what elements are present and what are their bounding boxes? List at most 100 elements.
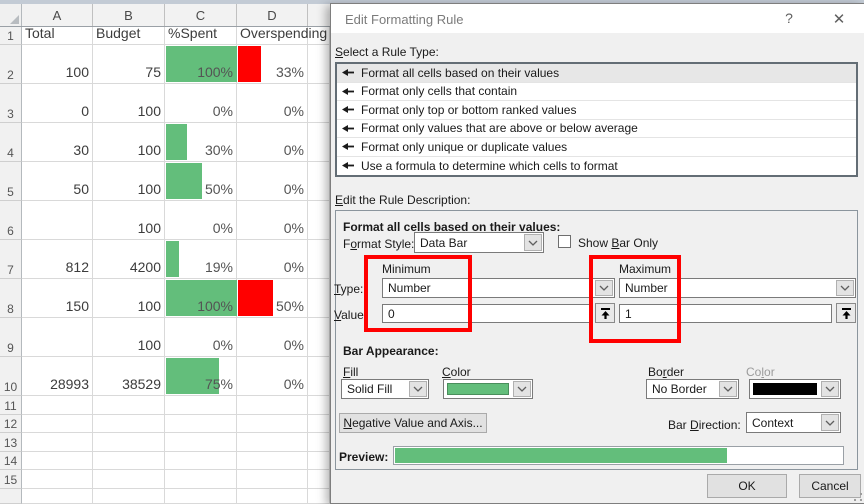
cell-total[interactable]: 812 [22,240,93,279]
cell-a1[interactable]: Total [22,25,93,45]
row-header-14[interactable]: 14 [0,451,22,470]
select-all-corner[interactable] [0,4,22,26]
cell-budget[interactable]: 4200 [93,240,165,279]
cell[interactable] [22,414,93,433]
row-header-1[interactable]: 1 [0,27,22,45]
column-header-b[interactable]: B [93,4,165,26]
border-dropdown[interactable]: No Border [646,379,739,399]
cell-budget[interactable]: 100 [93,201,165,240]
row-header-2[interactable]: 2 [0,45,22,84]
row-header-6[interactable]: 6 [0,201,22,240]
cell[interactable] [237,470,308,489]
cell-e[interactable] [308,84,330,123]
cell[interactable] [165,451,237,470]
cell[interactable] [237,414,308,433]
cell[interactable] [308,470,330,489]
cell-spent[interactable]: 0% [165,318,237,357]
cell-e[interactable] [308,123,330,162]
cell-e[interactable] [308,318,330,357]
row-header-7[interactable]: 7 [0,240,22,279]
cell-total[interactable]: 28993 [22,357,93,396]
cell-total[interactable]: 0 [22,84,93,123]
ok-button[interactable]: OK [707,474,787,498]
column-header-c[interactable]: C [165,4,237,26]
cell-budget[interactable]: 100 [93,318,165,357]
cell-overspending[interactable]: 0% [237,84,308,123]
cell-e[interactable] [308,45,330,84]
row-header-9[interactable]: 9 [0,318,22,357]
show-bar-only-checkbox[interactable] [558,235,571,248]
cell-total[interactable] [22,201,93,240]
cell[interactable] [165,433,237,452]
cell-e[interactable] [308,279,330,318]
column-header-e[interactable] [308,4,330,26]
cell-c1[interactable]: %Spent [165,25,237,45]
fill-color-dropdown[interactable] [443,379,533,399]
cell-total[interactable]: 30 [22,123,93,162]
cell-overspending[interactable]: 50% [237,279,308,318]
max-value-input[interactable]: 1 [619,304,832,323]
cell[interactable] [165,414,237,433]
column-header-d[interactable]: D [237,4,308,26]
row-header-15[interactable]: 15 [0,470,22,489]
row-header-5[interactable]: 5 [0,162,22,201]
cell[interactable] [308,488,330,504]
cell[interactable] [93,488,165,504]
cell-budget[interactable]: 75 [93,45,165,84]
cell-spent[interactable]: 100% [165,279,237,318]
negative-value-axis-button[interactable]: Negative Value and Axis... [339,413,487,433]
cell[interactable] [165,396,237,415]
cell-e1[interactable] [308,27,330,45]
cell[interactable] [237,488,308,504]
rule-type-option[interactable]: Format only unique or duplicate values [337,138,856,157]
min-collapse-dialog-button[interactable] [595,303,615,323]
dialog-titlebar[interactable]: Edit Formatting Rule ? ✕ [331,4,864,33]
row-header-11[interactable]: 11 [0,396,22,415]
rule-type-option-selected[interactable]: Format all cells based on their values [337,64,856,83]
rule-type-option[interactable]: Format only top or bottom ranked values [337,101,856,120]
cell-total[interactable]: 150 [22,279,93,318]
format-style-dropdown[interactable]: Data Bar [414,232,544,253]
cell-budget[interactable]: 100 [93,162,165,201]
cell[interactable] [93,433,165,452]
cell-total[interactable] [22,318,93,357]
cell[interactable] [308,396,330,415]
rule-type-option[interactable]: Format only values that are above or bel… [337,120,856,138]
row-header-10[interactable]: 10 [0,357,22,396]
cell-spent[interactable]: 100% [165,45,237,84]
cell-e[interactable] [308,162,330,201]
row-header-12[interactable]: 12 [0,414,22,433]
row-header-13[interactable]: 13 [0,433,22,452]
cell[interactable] [22,470,93,489]
cell-overspending[interactable]: 0% [237,201,308,240]
cell-total[interactable]: 50 [22,162,93,201]
cell-overspending[interactable]: 0% [237,318,308,357]
rule-type-option[interactable]: Use a formula to determine which cells t… [337,157,856,176]
help-icon[interactable]: ? [785,10,793,26]
max-collapse-dialog-button[interactable] [836,303,856,323]
bar-direction-dropdown[interactable]: Context [746,412,841,433]
row-header-8[interactable]: 8 [0,279,22,318]
min-value-input[interactable]: 0 [382,304,591,323]
cell-e[interactable] [308,357,330,396]
border-color-dropdown[interactable] [749,379,841,399]
cancel-button[interactable]: Cancel [799,474,861,498]
cell[interactable] [22,451,93,470]
column-header-a[interactable]: A [22,4,93,26]
cell-spent[interactable]: 0% [165,84,237,123]
cell-budget[interactable]: 100 [93,123,165,162]
cell[interactable] [308,414,330,433]
cell-e[interactable] [308,201,330,240]
cell[interactable] [237,396,308,415]
close-icon[interactable]: ✕ [832,11,846,28]
cell-budget[interactable]: 100 [93,84,165,123]
rule-type-option[interactable]: Format only cells that contain [337,83,856,101]
cell-overspending[interactable]: 33% [237,45,308,84]
cell-spent[interactable]: 0% [165,201,237,240]
cell[interactable] [165,488,237,504]
cell-e[interactable] [308,240,330,279]
cell[interactable] [237,433,308,452]
cell-overspending[interactable]: 0% [237,357,308,396]
cell[interactable] [22,396,93,415]
cell-total[interactable]: 100 [22,45,93,84]
